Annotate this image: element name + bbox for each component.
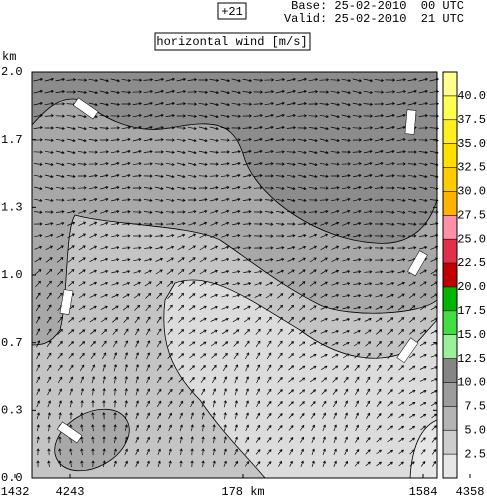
colorbar-band [443,263,457,287]
y-tick-label: 0.3 [1,404,23,418]
contour-label-box [407,250,428,277]
wind-arrows [33,77,440,468]
colorbar-band [443,215,457,240]
contour-label-box [72,97,99,120]
colorbar-band [443,358,457,383]
colorbar-label: 32.5 [457,161,486,175]
colorbar-band [443,95,457,120]
colorbar-label: 25.0 [457,232,486,246]
colorbar-band [443,239,457,264]
forecast-label: +21 [221,5,243,19]
colorbar-label: 2.5 [464,447,486,461]
colorbar-label: 37.5 [457,113,486,127]
x-label: 1432 [1,485,30,499]
colorbar-band [443,406,457,431]
forecast-box [217,2,247,20]
colorbar-label: 12.5 [457,352,486,366]
colorbar-label: 7.5 [464,400,486,414]
colorbar-band [443,143,457,168]
colorbar-label: 40.0 [457,89,486,103]
y-tick-label: 0.7 [1,336,23,350]
colorbar-label: 22.5 [457,256,486,270]
colorbar-band [443,430,457,455]
y-tick-label: 2.0 [1,65,23,79]
x-label: 1584 [409,485,438,499]
colorbar-band [443,454,457,478]
colorbar-band [443,334,457,359]
chart-title: horizontal wind [m/s] [156,35,307,49]
colorbar-band [443,119,457,144]
colorbar-band [443,382,457,407]
colorbar-frame [442,71,458,479]
contour-label-box [59,289,74,315]
colorbar-band [443,72,457,96]
contour-label-box [396,337,419,364]
title-box [154,32,311,51]
y-tick-label: 1.3 [1,201,23,215]
x-label: 4358 [456,485,485,499]
base-time: Base: 25-02-2010 00 UTC [291,0,464,13]
x-label: 4243 [56,485,85,499]
colorbar-label: 35.0 [457,137,486,151]
y-tick-label: 1.0 [1,268,23,282]
colorbar-label: 5.0 [464,423,486,437]
contour-region [163,279,438,479]
colorbar-band [443,167,457,192]
colorbar-band [443,286,457,311]
valid-time: Valid: 25-02-2010 21 UTC [284,12,464,26]
x-label: 178 km [221,485,264,499]
plot-area [31,71,440,479]
y-tick-label: 1.7 [1,133,23,147]
colorbar-label: 20.0 [457,280,486,294]
y-axis-label: km [2,50,16,64]
colorbar-label: 10.0 [457,376,486,390]
contour-label-box [404,109,417,135]
colorbar-label: 15.0 [457,328,486,342]
colorbar-label: 30.0 [457,185,486,199]
contour-label-box [56,421,83,444]
colorbar-band [443,191,457,216]
colorbar-label: 17.5 [457,304,486,318]
colorbar-label: 27.5 [457,208,486,222]
colorbar-band [443,310,457,335]
y-tick-label: 0.0 [1,471,23,485]
